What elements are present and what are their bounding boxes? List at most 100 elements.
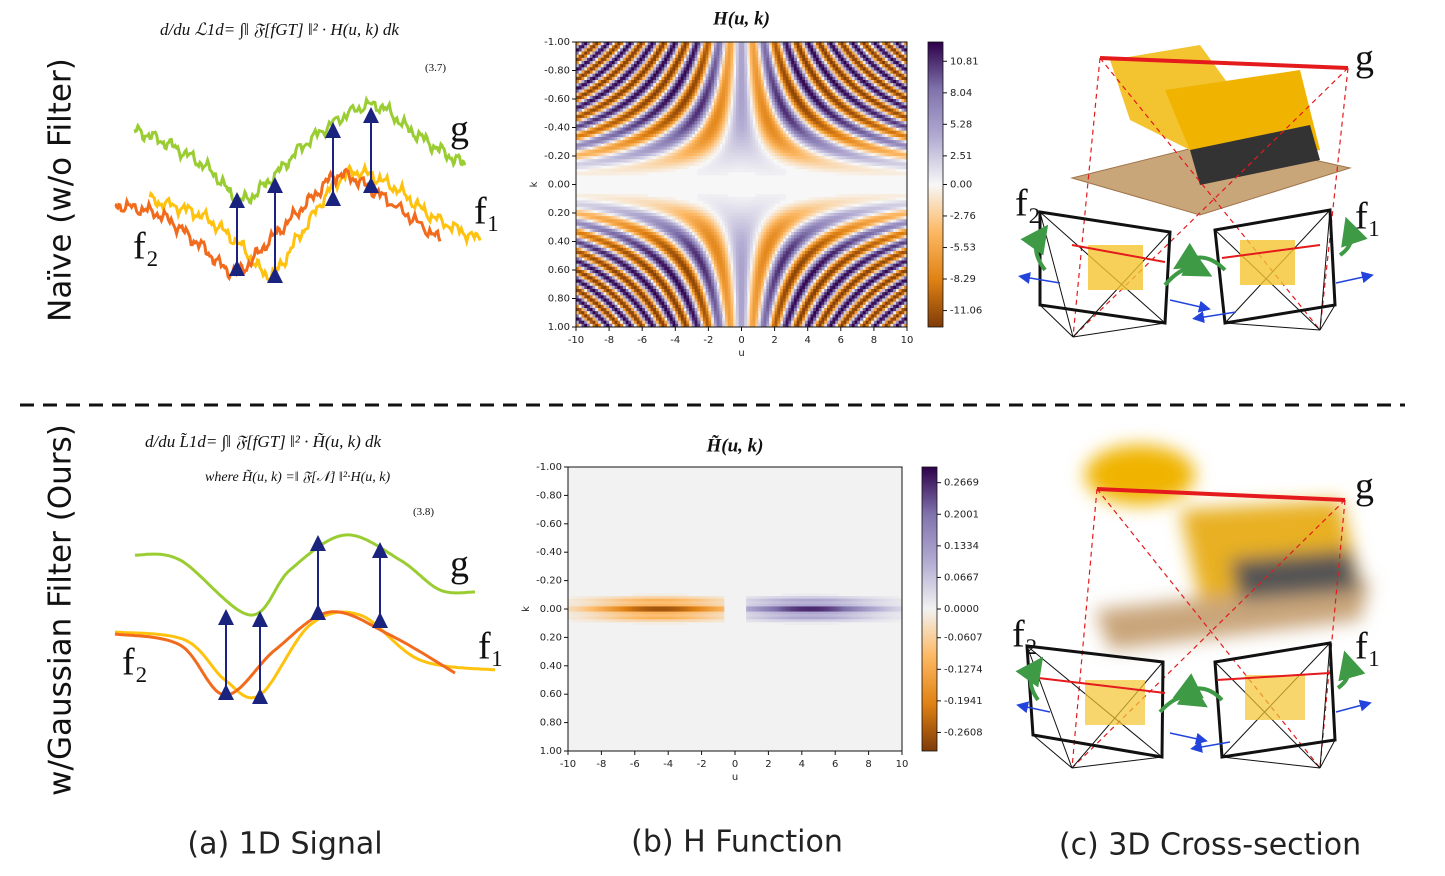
heatmap-cell bbox=[791, 147, 794, 151]
heatmap-cell bbox=[744, 52, 747, 56]
heatmap-cell bbox=[634, 109, 637, 113]
heatmap-cell bbox=[736, 96, 739, 100]
heatmap-cell bbox=[656, 153, 659, 157]
heatmap-cell bbox=[896, 52, 899, 56]
heatmap-cell bbox=[620, 147, 623, 151]
heatmap-cell bbox=[885, 77, 888, 81]
heatmap-cell bbox=[868, 71, 871, 75]
heatmap-cell bbox=[656, 147, 659, 151]
heatmap-cell bbox=[799, 115, 802, 119]
heatmap-cell bbox=[620, 194, 623, 198]
heatmap-cell bbox=[890, 74, 893, 78]
heatmap-cell bbox=[788, 112, 791, 116]
heatmap-cell bbox=[780, 194, 783, 198]
heatmap-cell bbox=[684, 105, 687, 109]
heatmap-cell bbox=[678, 143, 681, 147]
heatmap-cell bbox=[631, 64, 634, 68]
heatmap-cell bbox=[670, 115, 673, 119]
heatmap-cell bbox=[899, 96, 902, 100]
heatmap-cell bbox=[896, 55, 899, 59]
heatmap-cell bbox=[780, 67, 783, 71]
heatmap-cell bbox=[728, 93, 731, 97]
heatmap-cell bbox=[794, 102, 797, 106]
heatmap-cell bbox=[838, 131, 841, 135]
heatmap-cell bbox=[808, 150, 811, 154]
heatmap-cell bbox=[615, 86, 618, 90]
heatmap-cell bbox=[670, 80, 673, 84]
heatmap-cell bbox=[697, 159, 700, 163]
heatmap-cell bbox=[582, 172, 585, 176]
heatmap-cell bbox=[711, 118, 714, 122]
heatmap-cell bbox=[827, 143, 830, 147]
heatmap-cell bbox=[849, 143, 852, 147]
heatmap-cell bbox=[664, 83, 667, 87]
heatmap-cell bbox=[863, 45, 866, 49]
heatmap-cell bbox=[857, 166, 860, 170]
heatmap-cell bbox=[642, 169, 645, 173]
heatmap-cell bbox=[730, 115, 733, 119]
heatmap-cell bbox=[678, 48, 681, 52]
heatmap-cell bbox=[893, 109, 896, 113]
heatmap-cell bbox=[736, 45, 739, 49]
heatmap-cell bbox=[675, 42, 678, 46]
heatmap-cell bbox=[841, 131, 844, 135]
heatmap-cell bbox=[816, 80, 819, 84]
heatmap-cell bbox=[686, 55, 689, 59]
heatmap-cell bbox=[711, 137, 714, 141]
heatmap-cell bbox=[753, 42, 756, 46]
heatmap-cell bbox=[617, 90, 620, 94]
heatmap-cell bbox=[877, 169, 880, 173]
heatmap-cell bbox=[835, 140, 838, 144]
heatmap-cell bbox=[719, 137, 722, 141]
heatmap-cell bbox=[750, 134, 753, 138]
heatmap-cell bbox=[708, 137, 711, 141]
heatmap-cell bbox=[689, 159, 692, 163]
heatmap-cell bbox=[810, 58, 813, 62]
heatmap-cell bbox=[675, 159, 678, 163]
heatmap-cell bbox=[681, 105, 684, 109]
heatmap-cell bbox=[689, 96, 692, 100]
heatmap-cell bbox=[841, 162, 844, 166]
heatmap-cell bbox=[590, 48, 593, 52]
heatmap-cell bbox=[675, 143, 678, 147]
heatmap-cell bbox=[841, 194, 844, 198]
heatmap-cell bbox=[673, 109, 676, 113]
heatmap-cell bbox=[719, 156, 722, 160]
heatmap-cell bbox=[606, 162, 609, 166]
heatmap-cell bbox=[678, 55, 681, 59]
heatmap-cell bbox=[639, 112, 642, 116]
heatmap-cell bbox=[863, 194, 866, 198]
heatmap-cell bbox=[584, 45, 587, 49]
heatmap-cell bbox=[601, 172, 604, 176]
heatmap-cell bbox=[664, 115, 667, 119]
heatmap-cell bbox=[830, 169, 833, 173]
heatmap-cell bbox=[755, 115, 758, 119]
heatmap-cell bbox=[695, 140, 698, 144]
heatmap-cell bbox=[606, 90, 609, 94]
heatmap-cell bbox=[728, 90, 731, 94]
heatmap-cell bbox=[656, 156, 659, 160]
heatmap-cell bbox=[750, 156, 753, 160]
heatmap-cell bbox=[761, 55, 764, 59]
heatmap-cell bbox=[662, 124, 665, 128]
heatmap-cell bbox=[706, 169, 709, 173]
heatmap-cell bbox=[824, 64, 827, 68]
heatmap-cell bbox=[626, 131, 629, 135]
heatmap-cell bbox=[766, 112, 769, 116]
heatmap-cell bbox=[791, 74, 794, 78]
heatmap-cell bbox=[813, 58, 816, 62]
heatmap-cell bbox=[742, 121, 745, 125]
heatmap-cell bbox=[695, 150, 698, 154]
heatmap-cell bbox=[598, 172, 601, 176]
heatmap-cell bbox=[819, 147, 822, 151]
heatmap-cell bbox=[802, 162, 805, 166]
heatmap-cell bbox=[590, 96, 593, 100]
heatmap-cell bbox=[896, 83, 899, 87]
heatmap-cell bbox=[885, 90, 888, 94]
heatmap-cell bbox=[582, 83, 585, 87]
heatmap-cell bbox=[639, 153, 642, 157]
heatmap-cell bbox=[648, 131, 651, 135]
heatmap-cell bbox=[667, 166, 670, 170]
heatmap-cell bbox=[893, 143, 896, 147]
heatmap-cell bbox=[623, 134, 626, 138]
